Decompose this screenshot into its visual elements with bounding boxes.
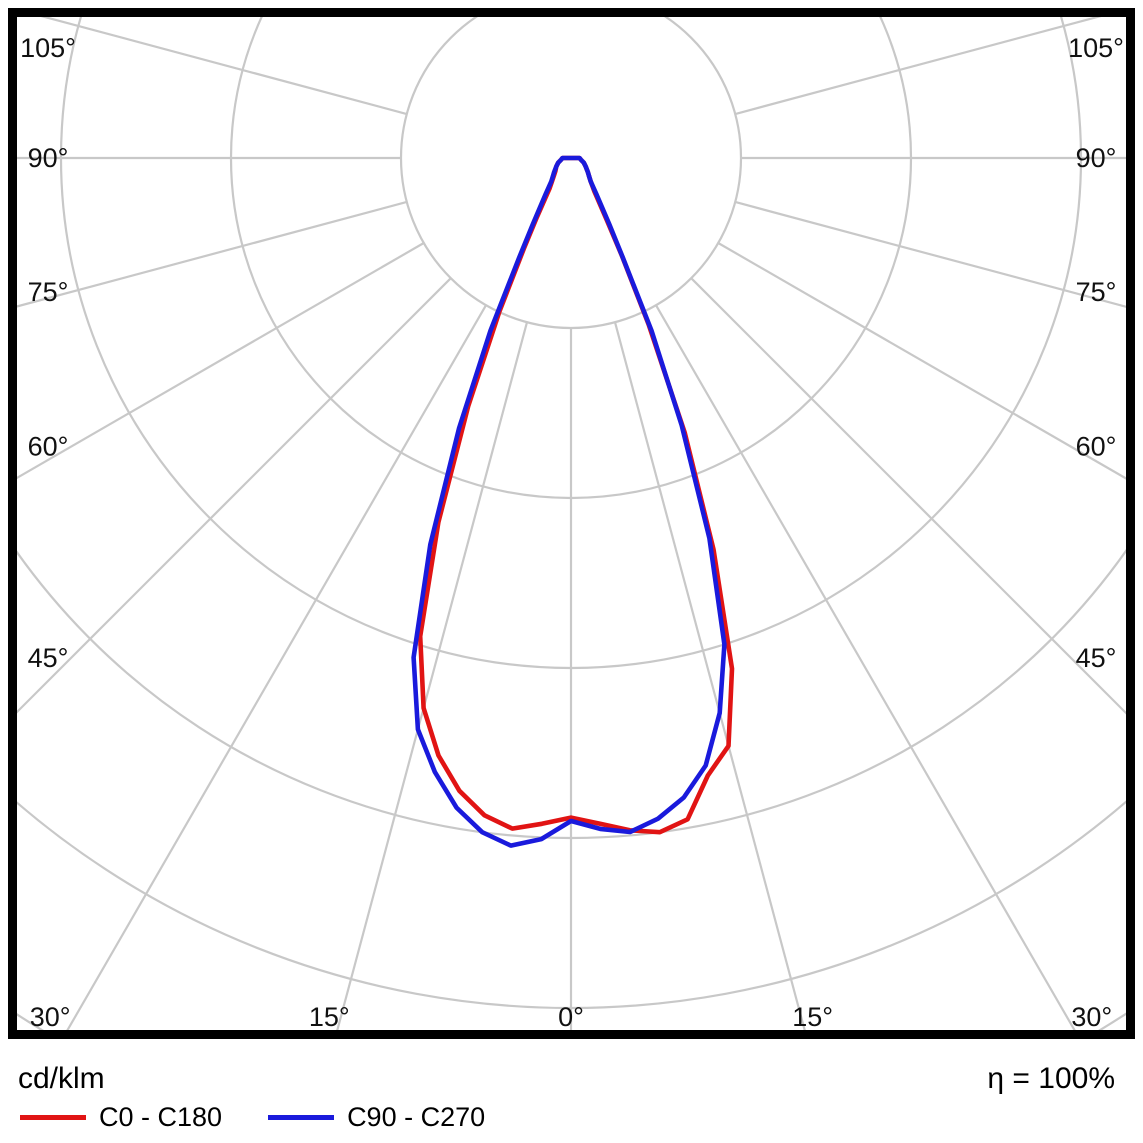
grid-ray bbox=[17, 242, 425, 480]
efficiency-label: η = 100% bbox=[987, 1062, 1115, 1095]
legend-swatch-c90-c270 bbox=[268, 1115, 335, 1120]
polar-grid bbox=[17, 17, 1126, 1030]
angle-tick-label: 75° bbox=[28, 277, 69, 307]
legend-label-c90-c270: C90 - C270 bbox=[347, 1102, 486, 1132]
angle-tick-label: 75° bbox=[1076, 277, 1117, 307]
legend-label-c0-c180: C0 - C180 bbox=[99, 1102, 223, 1132]
grid-ray bbox=[734, 17, 1102, 116]
unit-label: cd/klm bbox=[18, 1062, 105, 1095]
grid-ray bbox=[655, 304, 1076, 1030]
grid-ray bbox=[613, 321, 806, 1030]
curve-c90-c270 bbox=[411, 155, 727, 848]
grid-ray bbox=[336, 321, 529, 1030]
grid-ray bbox=[17, 277, 452, 714]
angle-tick-label: 15° bbox=[309, 1002, 350, 1032]
angle-tick-label: 105° bbox=[1068, 33, 1124, 63]
grid-ray bbox=[66, 304, 487, 1030]
angle-tick-label: 30° bbox=[30, 1002, 71, 1032]
angle-tick-label: 90° bbox=[28, 143, 69, 173]
grid-ray bbox=[690, 277, 1126, 715]
polar-chart-svg: 105° 90° 75° 60° 45° 30° 15° 0° 15° 30° 45° 60° 75° 9… bbox=[8, 8, 1135, 1039]
angle-tick-label: 0° bbox=[558, 1002, 584, 1032]
angle-tick-label: 45° bbox=[1076, 643, 1117, 673]
legend-swatch-c0-c180 bbox=[20, 1115, 86, 1120]
grid-ray bbox=[734, 200, 1126, 308]
grid-ring bbox=[399, 17, 743, 330]
curves-layer bbox=[411, 155, 735, 848]
angle-tick-label: 60° bbox=[1076, 432, 1117, 462]
angle-tick-label: 90° bbox=[1076, 143, 1117, 173]
grid-ray bbox=[40, 17, 408, 116]
angle-tick-label: 60° bbox=[28, 432, 69, 462]
curve-c0-c180 bbox=[417, 155, 735, 835]
angle-tick-label: 45° bbox=[28, 643, 69, 673]
legend: C0 - C180 C90 - C270 bbox=[20, 1102, 531, 1133]
grid-ray bbox=[17, 200, 408, 308]
plot-border bbox=[8, 8, 1135, 1039]
angle-tick-label: 30° bbox=[1071, 1002, 1112, 1032]
angle-tick-label: 105° bbox=[20, 33, 76, 63]
legend-area: cd/klm η = 100% C0 - C180 C90 - C270 bbox=[0, 1040, 1143, 1143]
grid-ray bbox=[717, 242, 1126, 480]
angle-tick-label: 15° bbox=[792, 1002, 833, 1032]
